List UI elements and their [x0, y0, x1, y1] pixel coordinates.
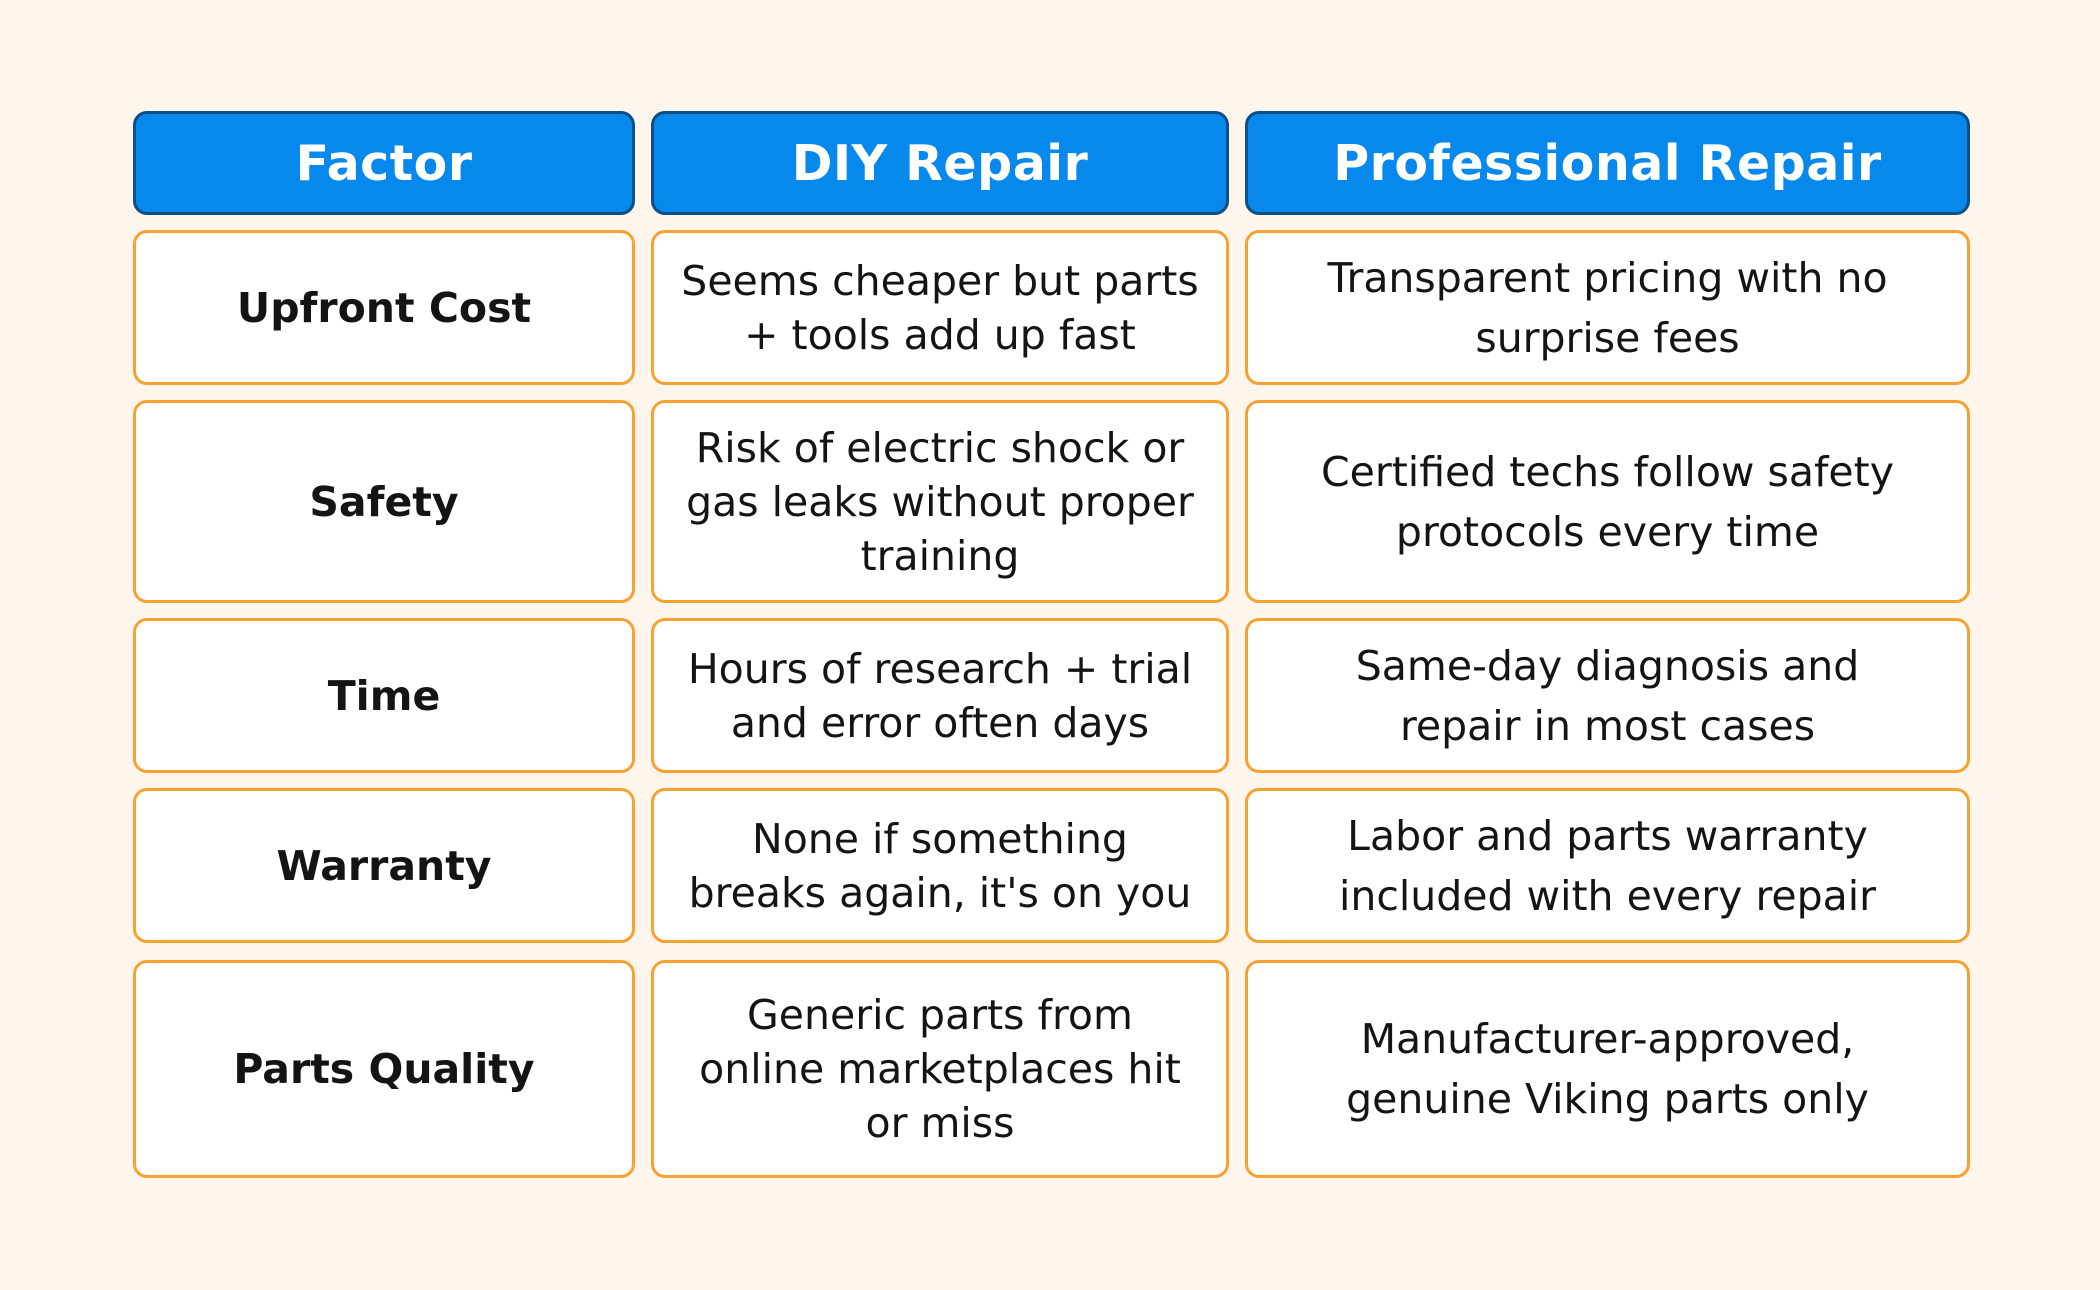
table-row-diy: Generic parts from online marketplaces h… [651, 960, 1229, 1178]
header-diy-repair-label: DIY Repair [791, 134, 1089, 192]
table-row-factor: Safety [133, 400, 635, 603]
table-row-professional: Labor and parts warranty included with e… [1245, 788, 1970, 943]
header-factor: Factor [133, 111, 635, 215]
factor-label: Warranty [276, 841, 492, 890]
diy-text: Generic parts from online marketplaces h… [699, 991, 1181, 1147]
table-row-factor: Time [133, 618, 635, 773]
professional-text: Transparent pricing with no surprise fee… [1327, 253, 1888, 362]
factor-label: Upfront Cost [236, 283, 532, 332]
header-professional-repair: Professional Repair [1245, 111, 1970, 215]
table-row-factor: Upfront Cost [133, 230, 635, 385]
professional-text: Certified techs follow safety protocols … [1321, 447, 1894, 556]
header-diy-repair: DIY Repair [651, 111, 1229, 215]
table-row-factor: Parts Quality [133, 960, 635, 1178]
diy-text: Hours of research + trial and error ofte… [687, 644, 1193, 747]
diy-text: None if something breaks again, it's on … [688, 814, 1192, 917]
table-row-diy: Hours of research + trial and error ofte… [651, 618, 1229, 773]
professional-text: Labor and parts warranty included with e… [1338, 811, 1877, 920]
factor-label: Parts Quality [233, 1045, 535, 1093]
table-row-diy: None if something breaks again, it's on … [651, 788, 1229, 943]
factor-label: Safety [309, 477, 459, 526]
diy-text: Seems cheaper but parts + tools add up f… [681, 256, 1199, 359]
professional-text: Manufacturer-approved, genuine Viking pa… [1346, 1015, 1869, 1123]
header-professional-repair-label: Professional Repair [1333, 134, 1882, 192]
table-row-professional: Manufacturer-approved, genuine Viking pa… [1245, 960, 1970, 1178]
table-row-professional: Transparent pricing with no surprise fee… [1245, 230, 1970, 385]
factor-label: Time [327, 671, 441, 720]
header-factor-label: Factor [295, 134, 473, 192]
table-row-professional: Certified techs follow safety protocols … [1245, 400, 1970, 603]
table-row-diy: Seems cheaper but parts + tools add up f… [651, 230, 1229, 385]
table-row-professional: Same-day diagnosis and repair in most ca… [1245, 618, 1970, 773]
professional-text: Same-day diagnosis and repair in most ca… [1355, 641, 1860, 750]
diy-text: Risk of electric shock or gas leaks with… [686, 423, 1194, 580]
table-row-factor: Warranty [133, 788, 635, 943]
table-row-diy: Risk of electric shock or gas leaks with… [651, 400, 1229, 603]
